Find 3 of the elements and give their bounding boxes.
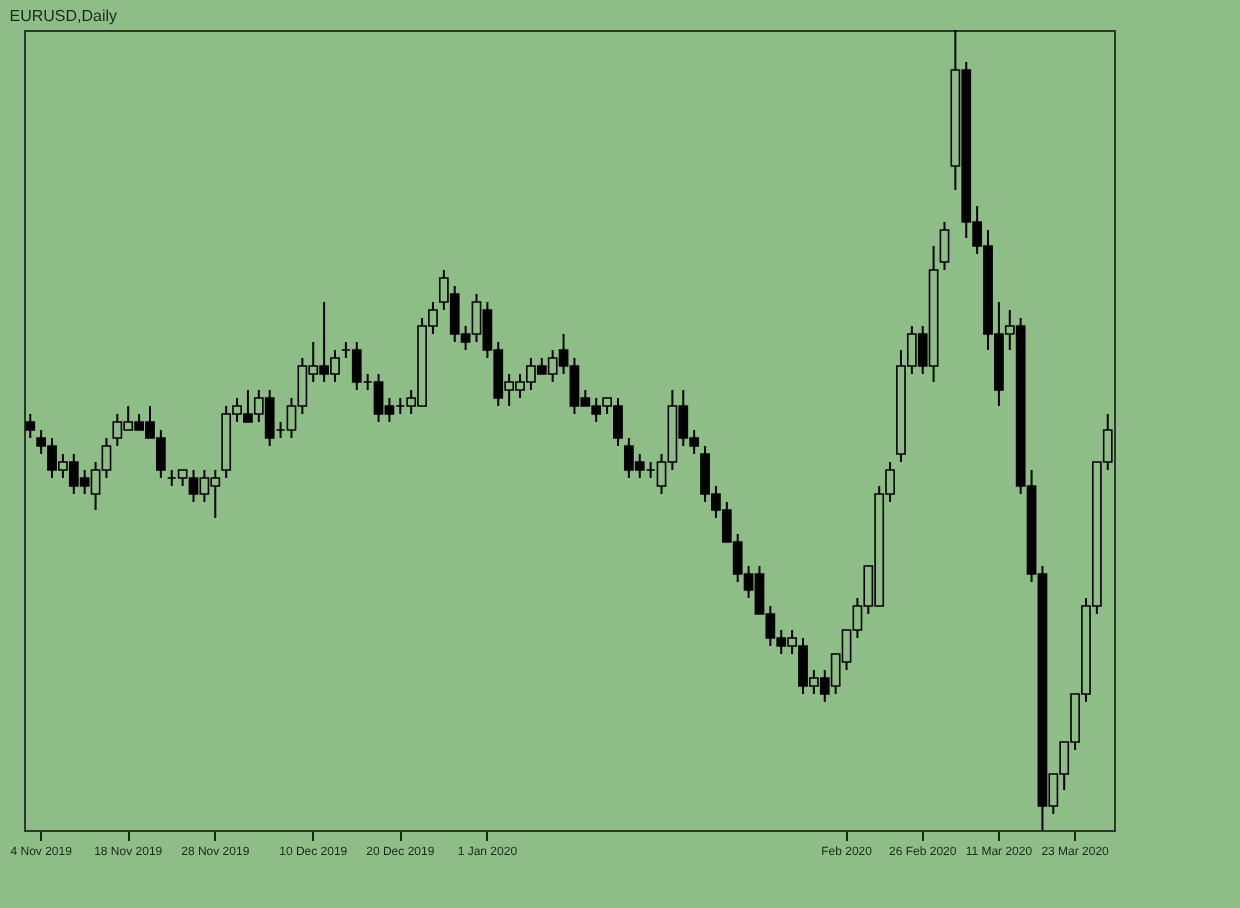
candlestick bbox=[25, 413, 36, 439]
candlestick bbox=[939, 221, 950, 271]
chart-title: EURUSD,Daily bbox=[9, 7, 118, 25]
